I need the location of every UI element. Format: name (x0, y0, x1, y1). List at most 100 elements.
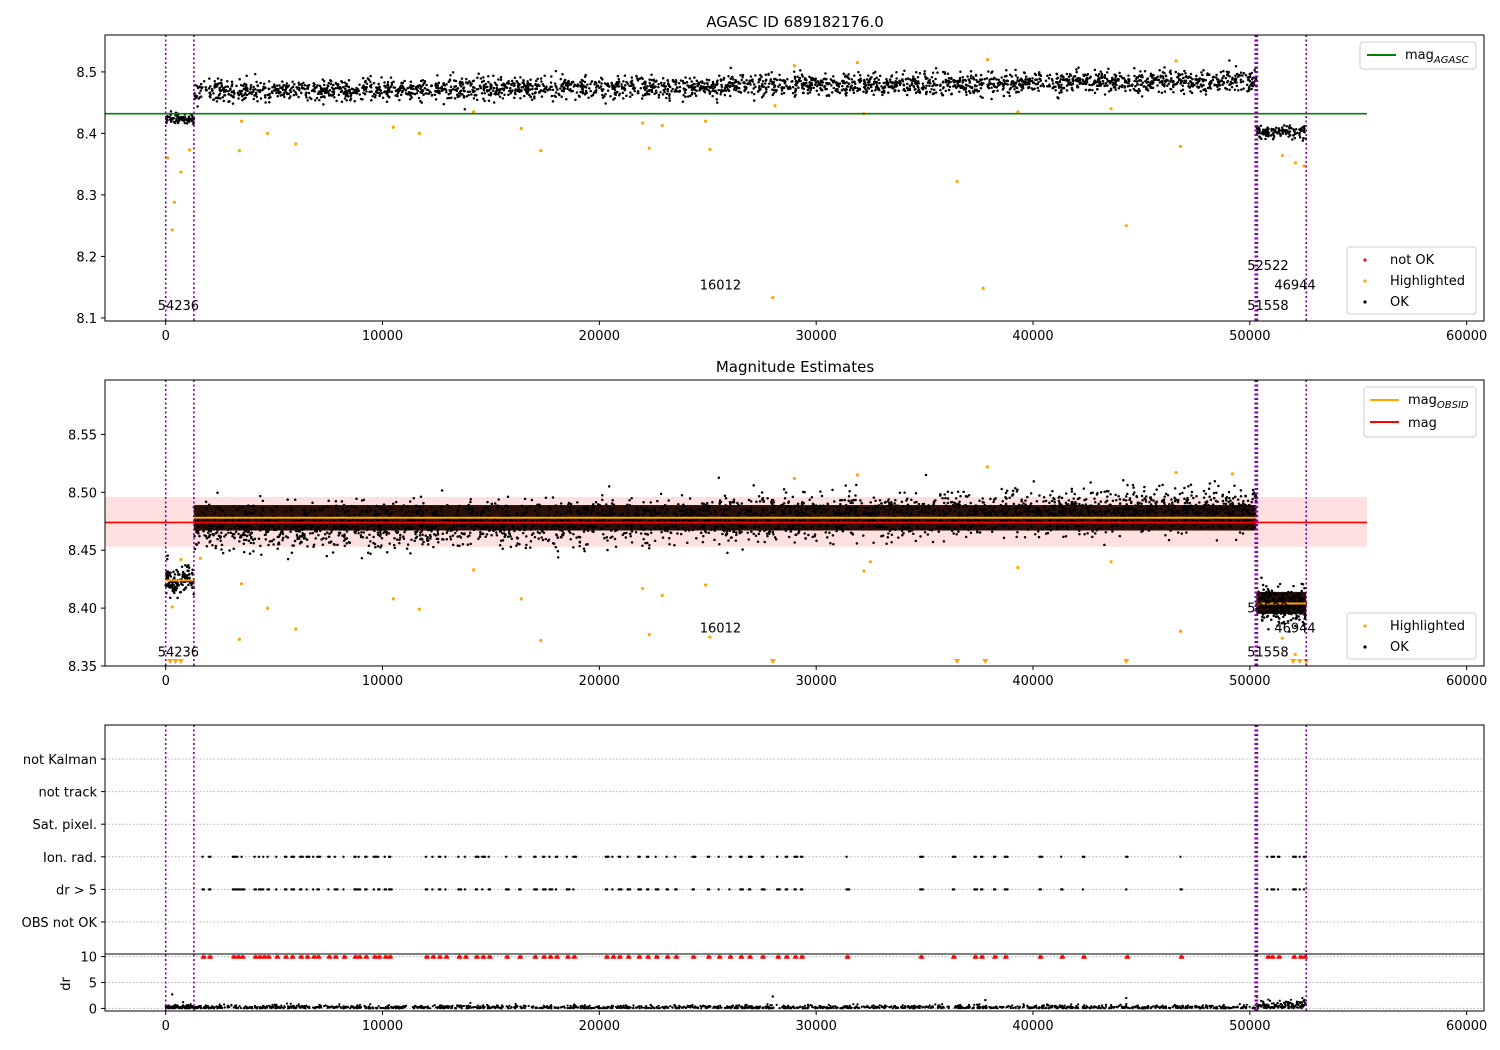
ok-point-cloud-1-point (245, 83, 248, 87)
ok-point-cloud-2-point (247, 504, 250, 507)
ok-point-cloud-1-point (429, 84, 433, 88)
ok-point-cloud-1-point (363, 80, 367, 84)
ok-point-cloud-1-point (212, 98, 215, 102)
ok-point-cloud-1-point (222, 99, 226, 103)
ok-point-cloud-1-point (635, 77, 639, 80)
ok-point-cloud-1-point (1021, 83, 1024, 86)
ok-point-cloud-2-point (1176, 531, 1180, 534)
ok-point-cloud-1-point (213, 84, 216, 87)
ok-point-cloud-1-point (1002, 94, 1006, 98)
ok-point-cloud-1-point (467, 93, 470, 97)
ok-point-cloud-2-point (602, 519, 605, 522)
ok-point-cloud-2-point (501, 507, 504, 511)
ok-point-cloud-2-point (317, 533, 320, 537)
ok-point-cloud-1-point (615, 81, 619, 84)
ok-point-cloud-2-point (987, 505, 991, 509)
ok-point-cloud-1-point (180, 117, 184, 121)
ok-point-cloud-1-point (906, 77, 910, 80)
ok-point-cloud-1-point (1229, 82, 1232, 86)
ok-point-cloud-2-point (437, 540, 440, 544)
ok-point-cloud-1-point (858, 73, 862, 77)
ok-point-cloud-1-point (928, 90, 932, 94)
ok-point-cloud-2-point (330, 529, 334, 532)
ok-point-cloud-1-point (808, 81, 812, 84)
ok-point-cloud-1-point (550, 94, 554, 98)
ok-point-cloud-1-point (316, 84, 319, 87)
ok-point-cloud-1-point (409, 83, 413, 87)
ok-point-cloud-1-point (903, 69, 906, 73)
ok-point-cloud-1-point (288, 97, 291, 100)
highlighted-point (855, 61, 859, 65)
ok-point-cloud-2-point (668, 543, 671, 546)
ok-point-cloud-1-point (646, 84, 649, 88)
ok-point-cloud-1-point (947, 88, 951, 92)
ok-point-cloud-1-point (1045, 84, 1049, 88)
ok-point-cloud-2-point (1144, 500, 1148, 503)
ok-point-cloud-2-point (1135, 512, 1139, 515)
ok-point-cloud-1-point (666, 87, 670, 91)
ok-point-cloud-1-point (771, 93, 774, 97)
ok-point-cloud-2-point (540, 526, 544, 530)
ok-point-cloud-2-point (523, 497, 527, 501)
ok-point-cloud-2-point (613, 537, 617, 541)
ok-point-cloud-2-point (248, 552, 252, 555)
ok-point-cloud-1-point (231, 102, 235, 105)
ok-point-cloud-1-point (1169, 87, 1173, 91)
ok-point-cloud-1-point (1016, 76, 1019, 79)
ok-point-cloud-1-point (1277, 130, 1281, 133)
ok-point-cloud-2-point (1182, 523, 1185, 526)
ok-point-cloud-1-point (566, 85, 570, 88)
ok-point-cloud-2-point (878, 499, 882, 502)
ok-point-cloud-1-point (657, 96, 661, 99)
ok-point-cloud-2-point (952, 532, 955, 535)
ok-point-cloud-2-point (880, 535, 883, 538)
ok-point-cloud-1-point (302, 81, 305, 85)
ok-point-cloud-1-point (694, 94, 698, 98)
ok-point-cloud-1-point (1247, 78, 1250, 81)
ok-point-cloud-1-point (478, 84, 482, 87)
ok-point-cloud-1-point (447, 80, 451, 84)
ok-point-cloud-2-point (1153, 524, 1156, 527)
ok-point-cloud-2-point (226, 528, 230, 532)
ok-point-cloud-1-point (729, 77, 732, 80)
ok-point-cloud-1-point (681, 100, 685, 103)
ok-point-cloud-1-point (320, 92, 323, 96)
ok-point-cloud-1-point (544, 90, 547, 94)
ok-point-cloud-1-point (255, 95, 259, 99)
ok-point-cloud-1-point (292, 93, 296, 97)
ok-point-cloud-1-point (1164, 74, 1168, 78)
ok-point-cloud-1-point (1075, 68, 1078, 71)
ok-point-cloud-1-point (788, 85, 792, 89)
ok-point-cloud-1-point (857, 88, 861, 91)
ok-point-cloud-1-point (1269, 134, 1273, 137)
ok-point-cloud-1-point (529, 95, 532, 98)
ok-point-cloud-1-point (528, 83, 531, 86)
ok-point-cloud-1-point (482, 89, 486, 92)
ok-point-cloud-1-point (659, 90, 662, 94)
ok-point-cloud-1-point (385, 100, 389, 104)
ok-point-cloud-2-point (1188, 501, 1192, 505)
ok-point-cloud-1-point (785, 84, 788, 87)
ok-point-cloud-1-point (1159, 74, 1162, 77)
ok-point-cloud-2-point (1223, 511, 1227, 515)
ok-point-cloud-1-point (874, 80, 878, 84)
ok-point-cloud-2-point (845, 508, 848, 512)
ok-point-cloud-2-point (1096, 528, 1099, 531)
ok-point-cloud-1-point (434, 98, 438, 101)
ok-point-cloud-2-point (923, 505, 927, 509)
ok-point-cloud-1-point (889, 80, 892, 84)
ok-point-cloud-1-point (961, 81, 964, 84)
ok-point-cloud-2-point (943, 493, 946, 496)
ok-point-cloud-1-point (275, 87, 279, 91)
ok-point-cloud-1-point (329, 93, 332, 97)
ok-point-cloud-1-point (621, 91, 625, 95)
ok-point-cloud-1-point (786, 77, 789, 81)
ok-point-cloud-2-point (709, 512, 713, 515)
ok-point-cloud-1-point (944, 78, 948, 82)
ok-point-cloud-1-point (805, 78, 808, 82)
ok-point-cloud-1-point (924, 77, 928, 81)
ok-point-cloud-1-point (362, 88, 366, 92)
ok-point-cloud-1-point (1054, 89, 1057, 92)
ok-point-cloud-1-point (1214, 76, 1218, 79)
ok-point-cloud-2-point (890, 540, 893, 544)
